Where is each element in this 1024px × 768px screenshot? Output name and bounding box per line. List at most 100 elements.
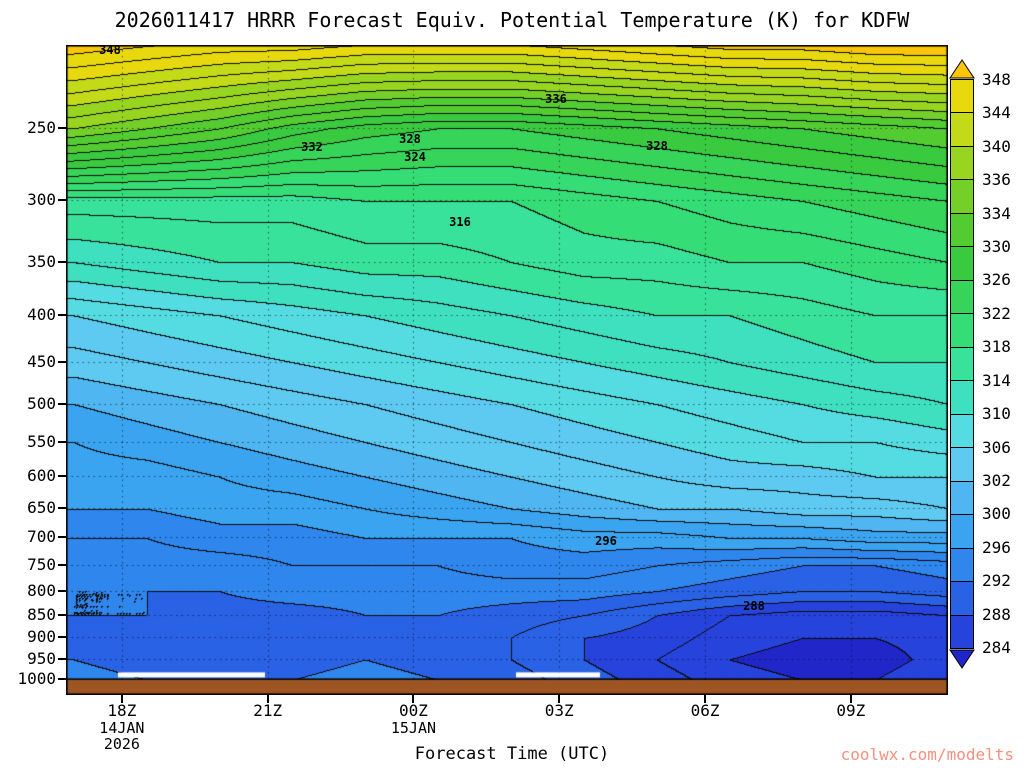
colorbar-tick-label: 284 bbox=[982, 638, 1011, 657]
y-axis-tick-label: 650 bbox=[27, 498, 56, 517]
y-axis-tick-mark bbox=[58, 313, 66, 316]
y-axis-tick-mark bbox=[58, 199, 66, 202]
y-axis-tick-label: 950 bbox=[27, 648, 56, 668]
x-axis-tick-mark bbox=[266, 695, 269, 703]
y-axis-tick-mark bbox=[58, 563, 66, 566]
colorbar-segment bbox=[951, 547, 973, 582]
y-axis-tick-label: 600 bbox=[27, 466, 56, 486]
y-axis-tick-mark bbox=[58, 678, 66, 681]
colorbar-arrow-up-icon bbox=[949, 59, 975, 79]
x-axis-tick-label: 09Z bbox=[836, 701, 866, 720]
colorbar-segment bbox=[951, 346, 973, 381]
colorbar-tick-label: 326 bbox=[982, 270, 1011, 290]
colorbar-tick-label: 336 bbox=[982, 170, 1011, 190]
colorbar-segment bbox=[951, 246, 973, 280]
contour-line-label: 328 bbox=[646, 139, 668, 153]
contour-line-label: 348 bbox=[99, 43, 121, 57]
y-axis-tick-label: 1000 bbox=[17, 669, 56, 689]
x-axis-date-label: 15JAN bbox=[390, 719, 437, 737]
colorbar-arrow-down-shape bbox=[949, 649, 975, 669]
y-axis-tick-mark bbox=[58, 589, 66, 592]
x-axis-tick-mark bbox=[558, 695, 561, 703]
x-axis-tick-mark bbox=[704, 695, 707, 703]
contour-line-label: 288 bbox=[743, 599, 765, 613]
x-axis-tick-label: 00Z bbox=[399, 701, 428, 720]
y-axis-tick-label: 700 bbox=[27, 527, 56, 547]
colorbar-segment bbox=[951, 413, 973, 448]
y-axis-tick-label: 900 bbox=[27, 627, 56, 647]
colorbar-tick-label: 334 bbox=[982, 203, 1011, 223]
colorbar-tick-label: 302 bbox=[982, 470, 1011, 490]
contour-line-label: 316 bbox=[449, 215, 471, 229]
colorbar-tick-label: 310 bbox=[982, 404, 1011, 424]
contour-line-label: 296 bbox=[595, 534, 617, 548]
y-axis-tick-label: 350 bbox=[27, 251, 56, 271]
y-axis-tick-label: 550 bbox=[27, 431, 56, 451]
colorbar-segment bbox=[951, 581, 973, 615]
colorbar-segment bbox=[951, 112, 973, 146]
contour-plot-canvas bbox=[66, 45, 948, 695]
x-axis-tick-label: 06Z bbox=[690, 701, 720, 720]
colorbar bbox=[950, 79, 974, 649]
colorbar-tick-label: 292 bbox=[982, 571, 1011, 591]
y-axis-tick-label: 850 bbox=[27, 604, 56, 624]
y-axis-tick-mark bbox=[58, 126, 66, 129]
contour-line-label: 332 bbox=[301, 140, 323, 154]
colorbar-tick-label: 314 bbox=[982, 370, 1011, 390]
colorbar-tick-label: 296 bbox=[982, 537, 1011, 557]
colorbar-segment bbox=[951, 313, 973, 347]
colorbar-tick-label: 340 bbox=[982, 136, 1011, 156]
y-axis-tick-mark bbox=[58, 475, 66, 478]
y-axis-tick-mark bbox=[58, 657, 66, 660]
y-axis-tick-label: 800 bbox=[27, 580, 56, 600]
contour-line-label: 328 bbox=[399, 132, 421, 146]
y-axis-tick-label: 450 bbox=[27, 351, 56, 371]
colorbar-segment bbox=[951, 279, 973, 314]
x-axis-tick-label: 21Z bbox=[253, 701, 283, 720]
y-axis-tick-label: 400 bbox=[27, 304, 56, 324]
colorbar-segment bbox=[951, 80, 973, 113]
chart-title: 2026011417 HRRR Forecast Equiv. Potentia… bbox=[114, 8, 910, 32]
x-axis-date-label: 2026 bbox=[103, 735, 140, 753]
y-axis-tick-mark bbox=[58, 636, 66, 639]
x-axis-tick-mark bbox=[412, 695, 415, 703]
y-axis-tick-label: 300 bbox=[27, 190, 56, 210]
colorbar-segment bbox=[951, 614, 973, 648]
y-axis-tick-mark bbox=[58, 613, 66, 616]
colorbar-tick-label: 306 bbox=[982, 437, 1011, 457]
y-axis-tick-label: 250 bbox=[27, 117, 56, 137]
colorbar-segment bbox=[951, 179, 973, 213]
colorbar-tick-label: 288 bbox=[982, 604, 1011, 624]
colorbar-arrow-down-icon bbox=[949, 649, 975, 669]
x-axis-title: Forecast Time (UTC) bbox=[414, 744, 610, 764]
colorbar-arrow-up-shape bbox=[949, 59, 975, 79]
y-axis-tick-label: 750 bbox=[27, 554, 56, 574]
colorbar-tick-label: 330 bbox=[982, 237, 1011, 257]
x-axis-tick-label: 03Z bbox=[544, 701, 574, 720]
colorbar-tick-label: 322 bbox=[982, 303, 1011, 323]
x-axis-tick-mark bbox=[120, 695, 123, 703]
y-axis-tick-mark bbox=[58, 440, 66, 443]
x-axis-tick-label: 18Z bbox=[107, 701, 137, 720]
y-axis-tick-mark bbox=[58, 260, 66, 263]
colorbar-tick-label: 348 bbox=[982, 70, 1011, 89]
y-axis-tick-mark bbox=[58, 507, 66, 509]
y-axis-tick-mark bbox=[58, 536, 66, 539]
colorbar-segment bbox=[951, 447, 973, 481]
colorbar-tick-label: 300 bbox=[982, 504, 1011, 524]
colorbar-segment bbox=[951, 380, 973, 414]
colorbar-segment bbox=[951, 212, 973, 247]
y-axis-tick-label: 500 bbox=[27, 393, 56, 413]
y-axis-tick-mark bbox=[58, 402, 66, 405]
y-axis-tick-mark bbox=[58, 360, 66, 363]
x-axis-date-label: 14JAN bbox=[99, 719, 145, 737]
colorbar-tick-label: 344 bbox=[982, 103, 1011, 123]
colorbar-segment bbox=[951, 145, 973, 180]
watermark-link[interactable]: coolwx.com/modelts bbox=[840, 745, 1014, 764]
contour-line-label: 336 bbox=[545, 92, 567, 106]
colorbar-segment bbox=[951, 514, 973, 548]
contour-line-label: 324 bbox=[404, 150, 426, 164]
colorbar-segment bbox=[951, 480, 973, 515]
x-axis-tick-mark bbox=[849, 695, 852, 703]
